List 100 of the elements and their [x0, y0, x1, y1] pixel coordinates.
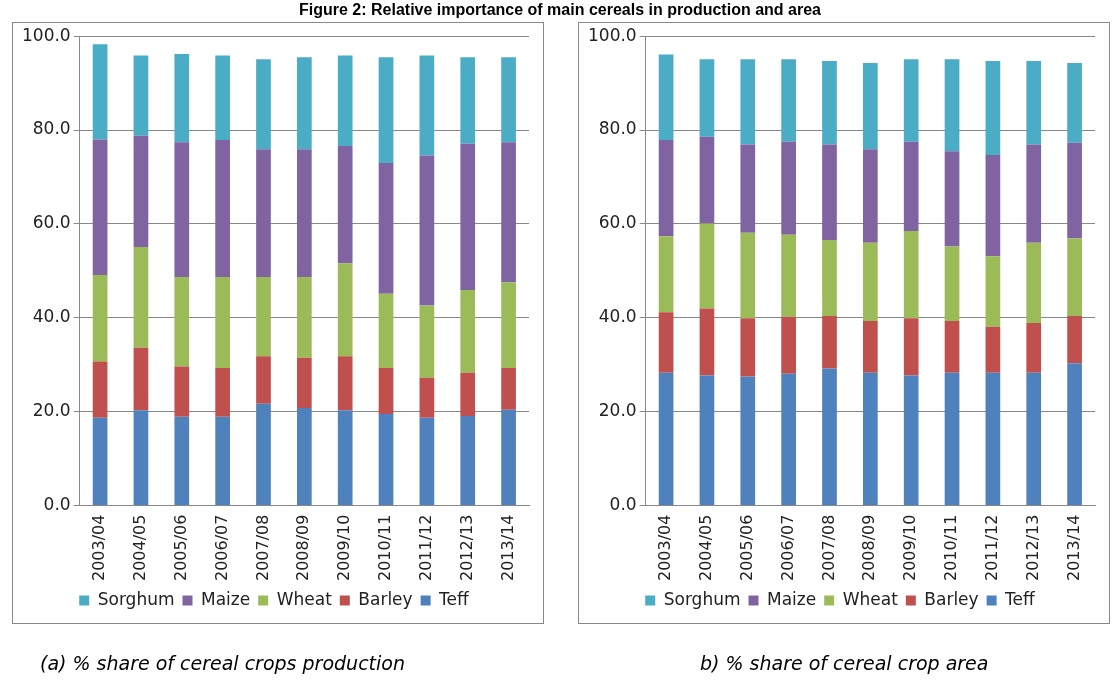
- bar: [1026, 61, 1042, 145]
- x-tick-label: 2006/07: [211, 514, 231, 581]
- x-tick-label: 2011/12: [982, 514, 1002, 581]
- bar: [337, 55, 353, 147]
- bar: [92, 44, 108, 140]
- x-tick-label: 2012/13: [1022, 514, 1042, 581]
- bar: [944, 151, 960, 247]
- bar: [740, 376, 756, 506]
- x-tick-label: 2008/09: [293, 514, 313, 581]
- y-tick-label: 80.0: [32, 118, 71, 139]
- legend-label: Barley: [924, 588, 979, 609]
- x-tick-label: 2005/06: [170, 514, 190, 581]
- x-tick-label: 2013/14: [497, 514, 517, 581]
- bar: [296, 57, 312, 150]
- bar: [215, 276, 230, 369]
- y-tick-label: 60.0: [598, 212, 637, 233]
- bar: [1067, 238, 1082, 316]
- bar: [903, 375, 919, 506]
- legend-label: Sorghum: [663, 588, 741, 609]
- bar: [133, 347, 149, 411]
- bar: [985, 326, 1001, 373]
- bar: [1067, 62, 1082, 143]
- legend-label: Teff: [1004, 588, 1037, 609]
- x-tick-label: 2008/09: [859, 514, 879, 581]
- y-tick-label: 60.0: [32, 212, 71, 233]
- bar: [460, 57, 476, 144]
- bar: [903, 230, 919, 319]
- bar: [658, 236, 674, 313]
- y-tick-label: 40.0: [598, 306, 637, 327]
- bar: [903, 141, 919, 231]
- bar: [699, 136, 715, 224]
- bar: [699, 223, 715, 309]
- bar: [658, 312, 674, 373]
- bar: [419, 55, 435, 156]
- bar: [944, 246, 960, 322]
- bar: [296, 357, 312, 408]
- bar: [215, 368, 230, 417]
- bar: [174, 276, 190, 367]
- legend-label: Sorghum: [97, 588, 175, 609]
- bar: [296, 149, 312, 277]
- bar: [296, 276, 312, 358]
- bar: [822, 315, 837, 369]
- bar: [92, 417, 108, 506]
- legend-label: Wheat: [276, 588, 333, 609]
- x-tick-label: 2007/08: [818, 514, 838, 581]
- bar: [92, 275, 108, 362]
- text: b) % share of cereal crop area: [700, 652, 989, 674]
- bar: [822, 239, 837, 316]
- bar: [903, 59, 919, 142]
- bar: [460, 290, 476, 373]
- bar: [256, 356, 271, 404]
- bar: [658, 139, 674, 237]
- bar: [944, 59, 960, 152]
- x-tick-label: 2003/04: [89, 514, 109, 581]
- bar: [862, 372, 878, 506]
- bar: [501, 409, 516, 506]
- y-tick-label: 100.0: [22, 24, 71, 45]
- bar: [699, 308, 715, 376]
- bar: [378, 293, 394, 369]
- y-tick-label: 20.0: [32, 400, 71, 421]
- bar: [699, 59, 715, 137]
- x-tick-label: 2007/08: [252, 514, 272, 581]
- bar: [215, 139, 230, 277]
- bar: [658, 372, 674, 506]
- bar: [944, 372, 960, 506]
- x-tick-label: 2009/10: [334, 514, 354, 581]
- legend-label: Teff: [438, 588, 471, 609]
- legend-label: Barley: [358, 588, 413, 609]
- bar: [740, 318, 756, 377]
- y-tick-label: 100.0: [588, 24, 637, 45]
- bar: [337, 263, 353, 357]
- bar: [215, 416, 230, 506]
- bar: [740, 59, 756, 145]
- bar: [256, 59, 271, 150]
- bar: [133, 135, 149, 247]
- y-tick-label: 20.0: [598, 400, 637, 421]
- bar: [174, 54, 190, 143]
- bar: [133, 246, 149, 348]
- bar: [174, 416, 190, 506]
- bar: [740, 232, 756, 319]
- x-tick-label: 2010/11: [941, 514, 961, 581]
- bar: [985, 61, 1001, 155]
- bar: [174, 366, 190, 417]
- bar: [501, 368, 516, 410]
- bar: [1067, 142, 1082, 239]
- bar: [1026, 322, 1042, 373]
- bar: [944, 321, 960, 373]
- bar: [862, 62, 878, 150]
- bar: [781, 59, 796, 142]
- bar: [419, 305, 435, 378]
- legend-label: Maize: [766, 588, 817, 609]
- bar: [781, 234, 796, 317]
- bar: [337, 356, 353, 411]
- bar: [1067, 315, 1082, 364]
- bar: [781, 316, 796, 374]
- bar: [822, 144, 837, 240]
- bar: [1067, 363, 1082, 506]
- y-tick-label: 0.0: [43, 493, 71, 514]
- y-tick-label: 80.0: [598, 118, 637, 139]
- bar: [460, 372, 476, 416]
